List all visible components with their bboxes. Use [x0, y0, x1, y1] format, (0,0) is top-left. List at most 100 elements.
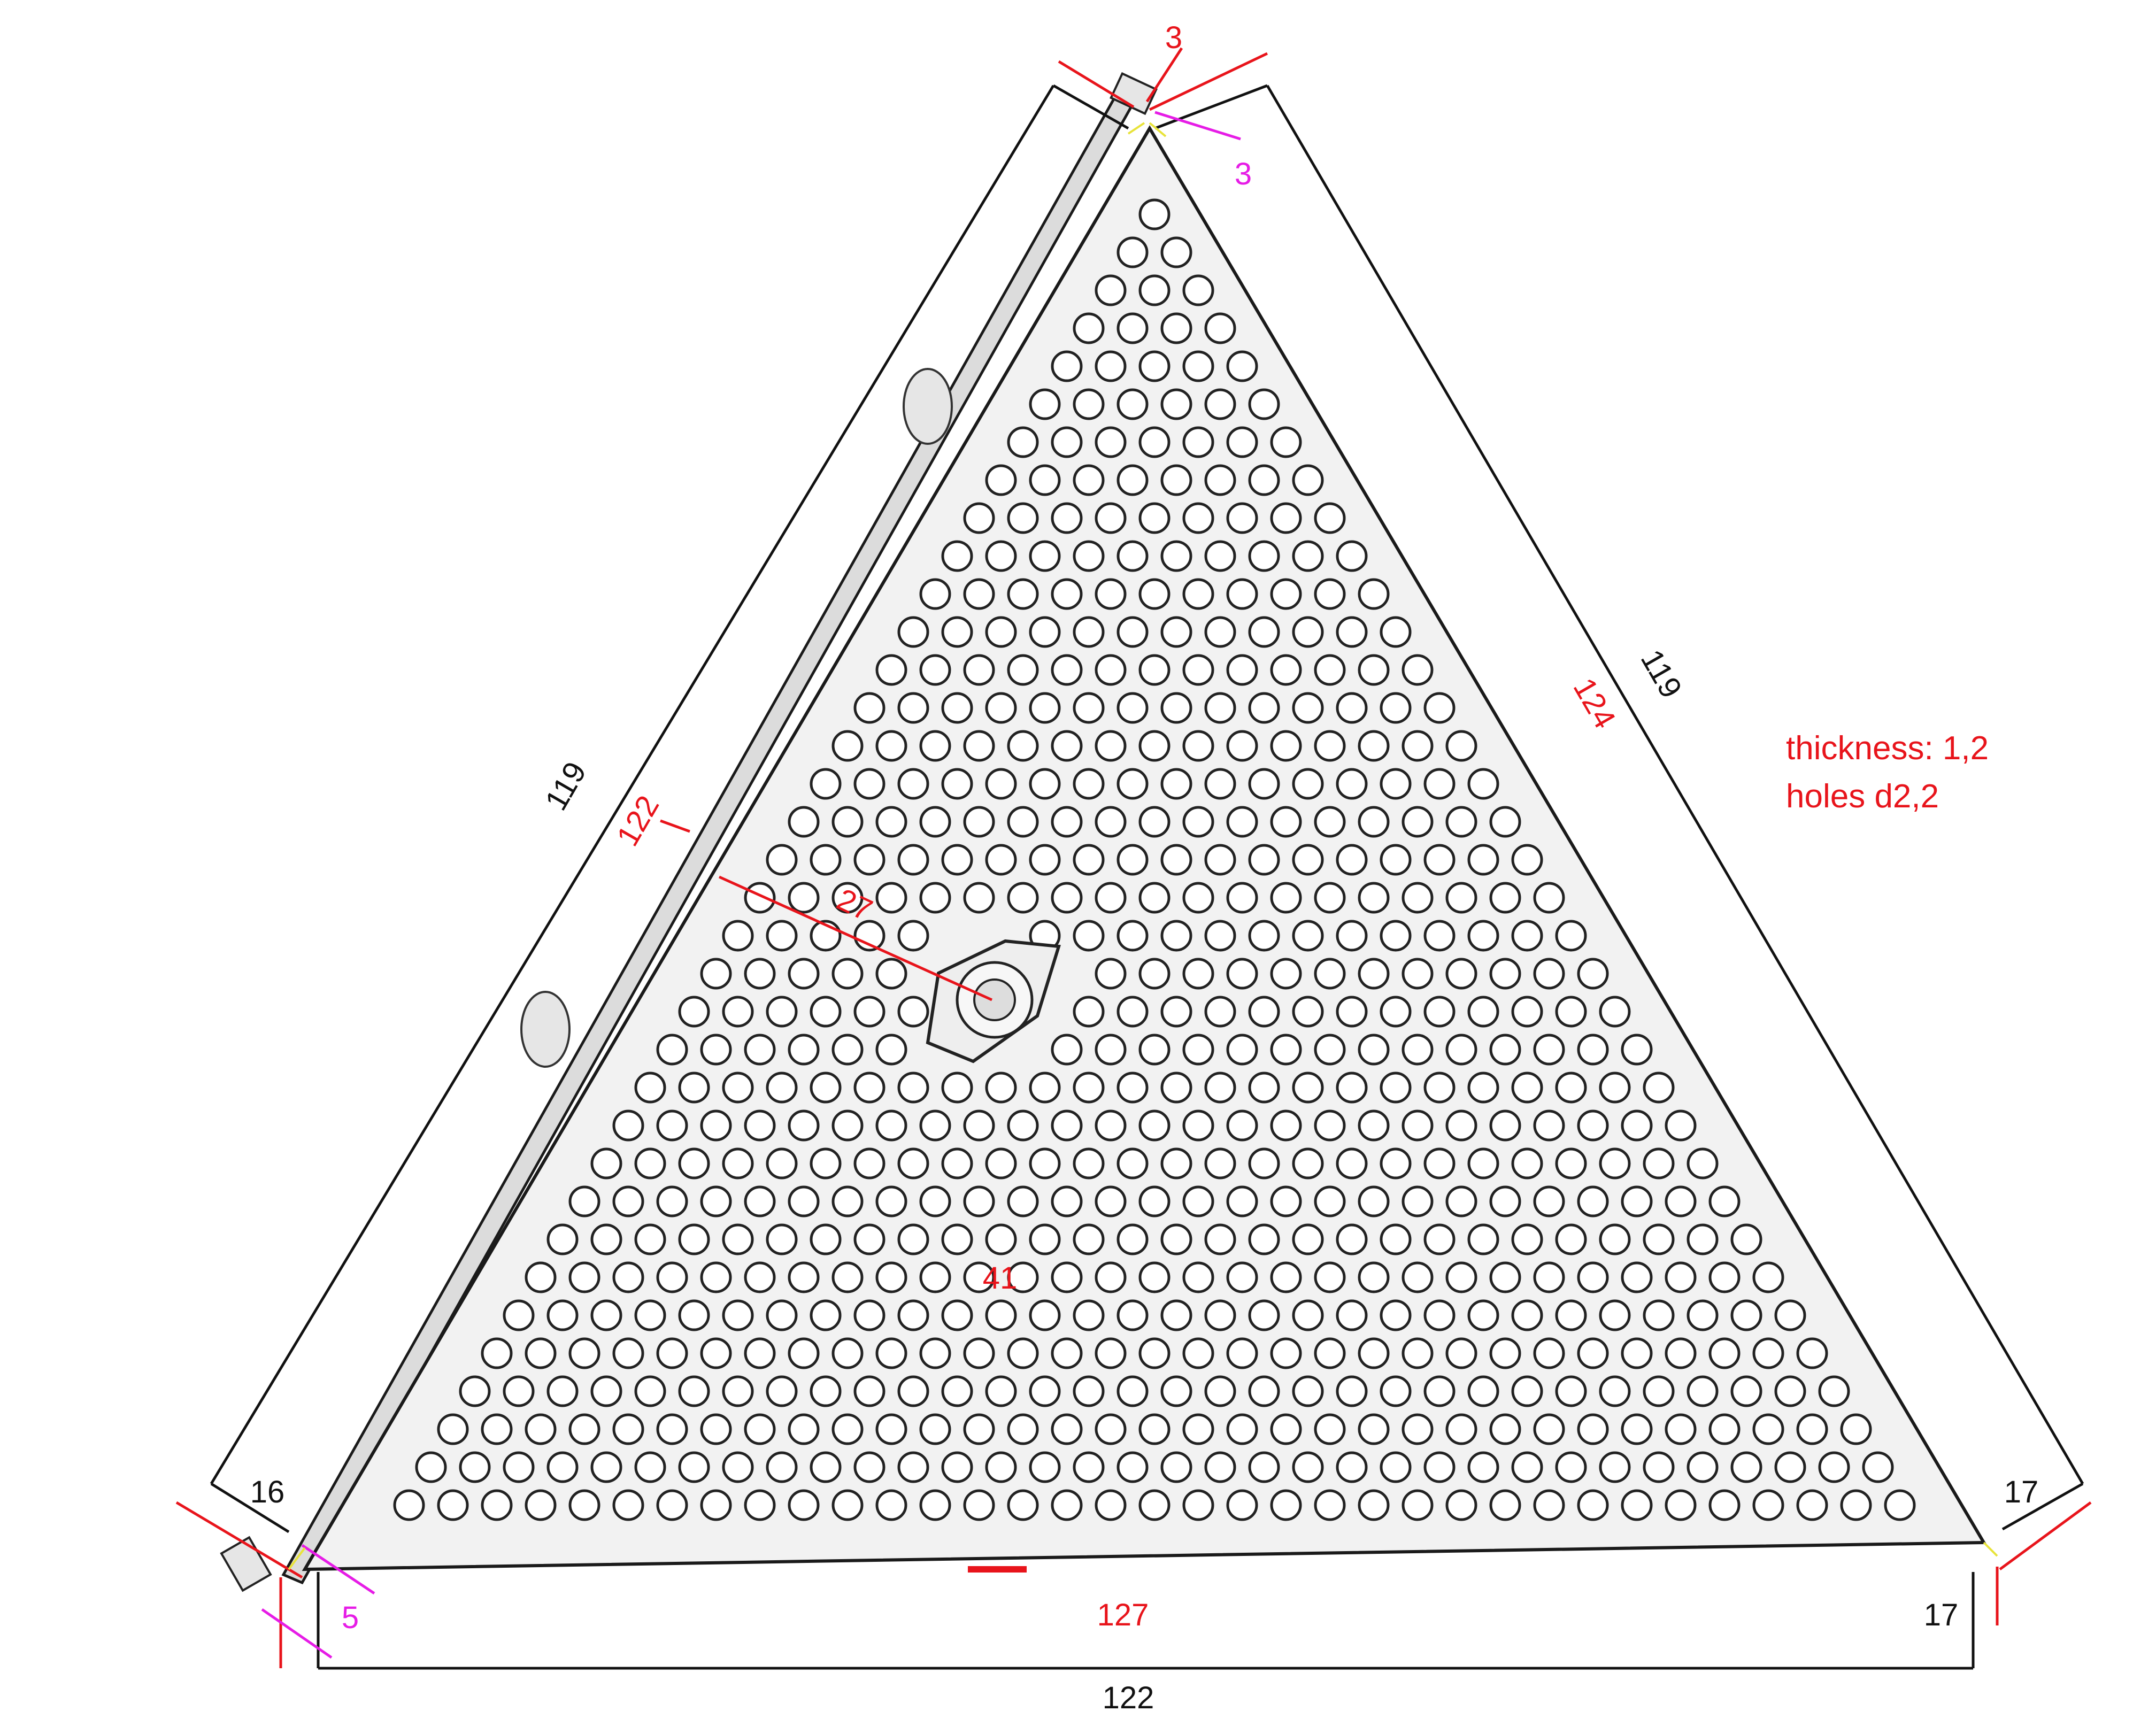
plate-hole: [1182, 654, 1214, 686]
plate-hole: [1204, 692, 1236, 724]
plate-hole: [941, 1072, 973, 1104]
plate-hole: [678, 1375, 710, 1407]
plate-hole: [1555, 1147, 1587, 1180]
plate-hole: [1314, 1413, 1346, 1445]
plate-hole: [1730, 1223, 1762, 1255]
plate-hole: [1292, 1299, 1324, 1331]
plate-hole: [1095, 882, 1127, 914]
plate-hole: [1292, 768, 1324, 800]
plate-hole: [1467, 1375, 1499, 1407]
plate-hole: [810, 1299, 842, 1331]
plate-hole: [678, 1147, 710, 1180]
plate-hole: [1160, 616, 1192, 648]
plate-hole: [612, 1185, 644, 1217]
plate-hole: [831, 1337, 864, 1369]
plate-hole: [1402, 882, 1434, 914]
plate-hole: [1467, 996, 1499, 1028]
plate-hole: [1204, 312, 1236, 344]
plate-hole: [656, 1413, 688, 1445]
plate-hole: [897, 1299, 929, 1331]
plate-hole: [941, 1375, 973, 1407]
plate-hole: [1029, 844, 1061, 876]
plate-hole: [1314, 654, 1346, 686]
plate-hole: [1007, 806, 1039, 838]
plate-hole: [1402, 730, 1434, 762]
plate-hole: [1160, 920, 1192, 952]
plate-hole: [1643, 1451, 1675, 1483]
plate-hole: [1796, 1337, 1828, 1369]
plate-hole: [1073, 1451, 1105, 1483]
plate-hole: [1314, 1109, 1346, 1142]
plate-hole: [1029, 1223, 1061, 1255]
plate-hole: [941, 1147, 973, 1180]
plate-hole: [810, 1072, 842, 1104]
plate-hole: [722, 1147, 754, 1180]
plate-hole: [1402, 1185, 1434, 1217]
plate-hole: [853, 1375, 886, 1407]
plate-hole: [1380, 692, 1412, 724]
plate-hole: [1160, 1375, 1192, 1407]
plate-hole: [1840, 1413, 1872, 1445]
plate-hole: [1621, 1109, 1653, 1142]
plate-hole: [1445, 1034, 1477, 1066]
plate-hole: [700, 1413, 732, 1445]
plate-hole: [1073, 1147, 1105, 1180]
plate-hole: [1270, 1337, 1302, 1369]
plate-hole: [1160, 1223, 1192, 1255]
plate-hole: [1423, 1299, 1456, 1331]
plate-hole: [1116, 920, 1149, 952]
plate-hole: [1204, 388, 1236, 420]
plate-hole: [985, 844, 1017, 876]
plate-hole: [1116, 464, 1149, 496]
plate-hole: [1095, 730, 1127, 762]
plate-hole: [1380, 1072, 1412, 1104]
dim-nut-to-base: 41: [983, 1261, 1018, 1296]
plate-hole: [1029, 1299, 1061, 1331]
plate-hole: [568, 1413, 600, 1445]
plate-hole: [722, 1072, 754, 1104]
plate-hole: [1204, 768, 1236, 800]
plate-hole: [919, 1185, 951, 1217]
plate-hole: [1248, 768, 1280, 800]
plate-hole: [1138, 350, 1171, 382]
plate-hole: [1687, 1375, 1719, 1407]
plate-hole: [766, 1147, 798, 1180]
plate-hole: [546, 1299, 579, 1331]
plate-hole: [1489, 1034, 1521, 1066]
plate-hole: [1314, 1261, 1346, 1293]
plate-hole: [1599, 1072, 1631, 1104]
plate-hole: [700, 1261, 732, 1293]
plate-hole: [1467, 844, 1499, 876]
plate-hole: [941, 616, 973, 648]
plate-hole: [1292, 540, 1324, 572]
plate-hole: [853, 844, 886, 876]
plate-hole: [590, 1299, 622, 1331]
plate-hole: [546, 1223, 579, 1255]
plate-hole: [1643, 1072, 1675, 1104]
plate-hole: [722, 920, 754, 952]
plate-hole: [1073, 616, 1105, 648]
plate-hole: [1314, 1185, 1346, 1217]
plate-hole: [1467, 1147, 1499, 1180]
plate-hole: [1621, 1413, 1653, 1445]
plate-hole: [853, 692, 886, 724]
plate-hole: [1380, 1223, 1412, 1255]
plate-hole: [1380, 1375, 1412, 1407]
plate-hole: [590, 1147, 622, 1180]
plate-hole: [1884, 1489, 1916, 1521]
plate-hole: [656, 1489, 688, 1521]
plate-hole: [1029, 1451, 1061, 1483]
plate-hole: [1358, 1261, 1390, 1293]
plate-hole: [831, 730, 864, 762]
plate-hole: [1533, 958, 1565, 990]
plate-hole: [985, 1375, 1017, 1407]
plate-hole: [1270, 730, 1302, 762]
plate-hole: [1708, 1261, 1741, 1293]
plate-hole: [897, 1375, 929, 1407]
plate-hole: [1314, 1034, 1346, 1066]
plate-hole: [1160, 312, 1192, 344]
plate-hole: [1051, 882, 1083, 914]
plate-hole: [1138, 198, 1171, 230]
plate-hole: [831, 1413, 864, 1445]
plate-hole: [678, 1223, 710, 1255]
